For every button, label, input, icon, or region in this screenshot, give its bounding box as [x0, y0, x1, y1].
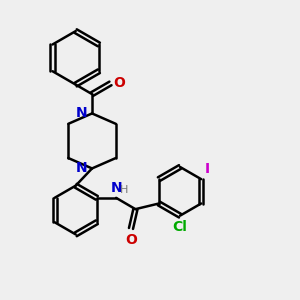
Text: O: O [113, 76, 125, 90]
Text: N: N [76, 106, 88, 120]
Text: O: O [125, 233, 137, 247]
Text: N: N [110, 182, 122, 196]
Text: I: I [205, 162, 210, 176]
Text: N: N [76, 161, 88, 176]
Text: H: H [120, 185, 128, 196]
Text: Cl: Cl [172, 220, 188, 234]
